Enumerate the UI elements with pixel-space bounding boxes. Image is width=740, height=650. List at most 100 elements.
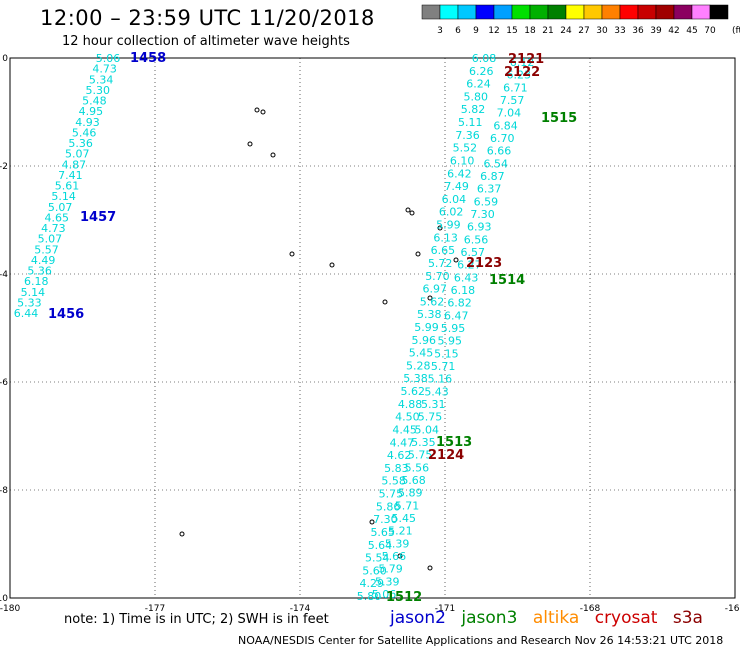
swh-value: 6.97 (422, 283, 447, 296)
swh-value: 5.75 (379, 488, 404, 501)
y-tick-label: -4 (0, 270, 8, 280)
swh-value: 4.45 (392, 423, 417, 436)
colorbar-unit-label: (ft) (732, 26, 740, 36)
swh-value: 5.62 (401, 385, 426, 398)
swh-value: 5.83 (384, 462, 409, 475)
swh-value: 6.59 (474, 195, 499, 208)
x-tick-label: -174 (290, 604, 311, 614)
swh-value: 5.36 (27, 265, 52, 278)
time-label: 1457 (80, 210, 116, 225)
swh-value: 5.16 (428, 373, 453, 386)
island-outline (179, 531, 185, 537)
y-tick-label: -10 (0, 594, 8, 604)
x-tick-label: -171 (435, 604, 455, 614)
island-outline (427, 295, 433, 301)
swh-value: 5.75 (408, 449, 433, 462)
swh-value: 6.23 (506, 69, 531, 82)
swh-value: 5.07 (38, 233, 63, 246)
x-tick-label: -165 (725, 604, 740, 614)
swh-value: 6.93 (467, 221, 492, 234)
swh-value: 5.72 (428, 257, 453, 270)
island-outline (437, 225, 443, 231)
time-label: 1514 (489, 273, 525, 288)
swh-value: 5.66 (382, 550, 407, 563)
legend-altika: altika (532, 608, 580, 628)
swh-value: 6.65 (431, 244, 456, 257)
y-tick-label: 0 (2, 54, 8, 64)
swh-value: 5.15 (434, 347, 459, 360)
swh-value: 6.13 (433, 231, 458, 244)
swh-value: 4.65 (45, 211, 70, 224)
swh-value: 5.39 (385, 537, 410, 550)
colorbar-tick-label: 6 (455, 26, 461, 36)
colorbar-tick-label: 30 (596, 26, 608, 36)
swh-value: 6.54 (483, 157, 508, 170)
swh-value: 4.50 (395, 411, 420, 424)
swh-value: 7.30 (470, 208, 495, 221)
plot-frame (9, 57, 736, 599)
island-outline (247, 141, 253, 147)
page-title: 12:00 – 23:59 UTC 11/20/2018 (40, 6, 375, 30)
satellite-legend: jason2 jason3 altika cryosat s3a (390, 608, 713, 628)
page-subtitle: 12 hour collection of altimeter wave hei… (62, 34, 350, 49)
swh-value: 6.71 (503, 81, 528, 94)
swh-value: 5.11 (458, 116, 483, 129)
colorbar-tick-label: 15 (506, 26, 517, 36)
time-label: 2124 (428, 448, 464, 463)
colorbar-tick-label: 39 (650, 26, 662, 36)
swh-value: 4.73 (41, 222, 66, 235)
swh-value: 6.08 (472, 52, 497, 65)
swh-value: 5.61 (55, 180, 80, 193)
swh-value: 5.64 (368, 539, 393, 552)
island-outline (382, 299, 388, 305)
time-label: 1515 (541, 111, 577, 126)
colorbar-tick-label: 42 (668, 26, 679, 36)
swh-value: 6.56 (464, 233, 489, 246)
swh-value: 6.12 (510, 56, 535, 69)
colorbar-tick-label: 70 (704, 26, 716, 36)
swh-value: 5.38 (417, 308, 442, 321)
swh-value: 7.30 (373, 513, 398, 526)
island-outline (254, 107, 260, 113)
swh-value: 5.30 (86, 84, 111, 97)
swh-value: 5.34 (89, 73, 114, 86)
swh-value: 4.88 (398, 398, 423, 411)
time-label: 1513 (436, 435, 472, 450)
swh-value: 5.95 (441, 322, 466, 335)
swh-value: 5.80 (357, 590, 382, 603)
x-tick-label: -180 (0, 604, 20, 614)
swh-value: 5.33 (17, 296, 42, 309)
swh-value: 5.58 (381, 475, 406, 488)
island-outline (369, 519, 375, 525)
swh-value: 4.62 (387, 449, 412, 462)
swh-value: 5.04 (414, 423, 439, 436)
swh-value: 6.26 (469, 65, 494, 78)
swh-value: 5.43 (424, 385, 449, 398)
swh-value: 5.38 (403, 372, 428, 385)
swh-value: 6.18 (24, 275, 49, 288)
swh-value: 4.87 (62, 158, 87, 171)
colorbar-tick-label: 3 (437, 26, 443, 36)
swh-value: 4.29 (359, 577, 384, 590)
time-label: 1458 (130, 51, 166, 66)
time-label: 2122 (504, 65, 540, 80)
footer-credit: NOAA/NESDIS Center for Satellite Applica… (238, 634, 724, 647)
island-outline (415, 251, 421, 257)
swh-value: 5.99 (436, 219, 461, 232)
swh-value: 6.04 (442, 193, 467, 206)
swh-value: 5.70 (425, 270, 450, 283)
time-label: 2121 (508, 52, 544, 67)
swh-value: 5.07 (48, 201, 73, 214)
swh-value: 7.04 (497, 107, 522, 120)
swh-value: 5.07 (65, 148, 90, 161)
footer-note: note: 1) Time is in UTC; 2) SWH is in fe… (64, 612, 329, 627)
legend-jason2: jason2 (390, 608, 446, 628)
swh-value: 5.96 (412, 334, 437, 347)
swh-value: 5.31 (421, 398, 446, 411)
time-label: 2123 (466, 256, 502, 271)
swh-value: 7.36 (455, 129, 480, 142)
y-tick-label: -6 (0, 378, 8, 388)
x-tick-label: -177 (145, 604, 165, 614)
